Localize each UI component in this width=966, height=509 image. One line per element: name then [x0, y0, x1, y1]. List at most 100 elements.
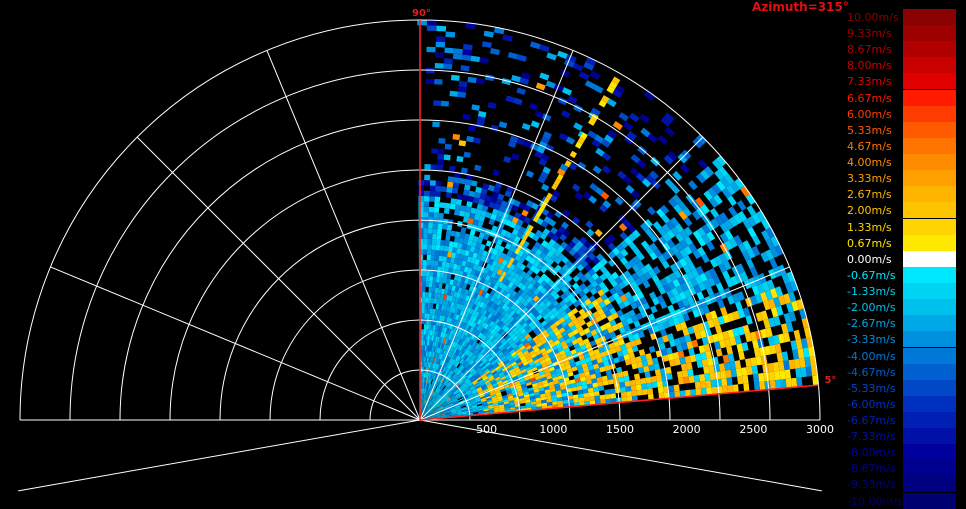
velocity-cell	[716, 379, 722, 387]
velocity-cell	[658, 387, 664, 394]
velocity-cell	[426, 281, 430, 287]
velocity-cell	[436, 26, 446, 32]
velocity-cell	[444, 47, 453, 53]
velocity-cell	[442, 224, 447, 230]
velocity-cell	[436, 181, 442, 187]
velocity-cell	[457, 92, 466, 98]
velocity-cell	[715, 325, 722, 334]
range-tick-label: 1000	[539, 423, 567, 436]
velocity-cell	[604, 389, 610, 394]
velocity-cell	[427, 314, 430, 320]
velocity-cell	[457, 194, 463, 200]
velocity-cell	[423, 345, 425, 350]
velocity-cell	[688, 348, 695, 356]
velocity-cell	[511, 153, 519, 160]
velocity-cell	[422, 313, 425, 318]
velocity-cell	[460, 65, 469, 71]
velocity-cell	[424, 175, 430, 181]
velocity-cell	[471, 104, 480, 111]
velocity-cell	[490, 48, 500, 55]
velocity-cell	[471, 180, 478, 187]
velocity-cell	[461, 167, 468, 173]
velocity-cell	[446, 187, 452, 193]
velocity-cell	[427, 20, 437, 26]
velocity-cell	[541, 184, 549, 192]
velocity-cell	[619, 112, 629, 121]
velocity-cell	[610, 388, 616, 393]
velocity-cell	[432, 282, 436, 288]
velocity-cell	[716, 348, 723, 356]
velocity-cell	[435, 186, 441, 192]
velocity-cell	[424, 313, 427, 318]
velocity-cell	[446, 230, 451, 236]
velocity-cell	[470, 56, 480, 63]
velocity-cell	[424, 201, 429, 206]
velocity-cell	[448, 176, 455, 182]
velocity-cell	[431, 255, 435, 261]
velocity-cell	[429, 191, 435, 197]
velocity-cell	[462, 54, 472, 60]
velocity-cell	[429, 282, 433, 288]
velocity-cell	[479, 57, 489, 64]
velocity-cell	[428, 233, 433, 239]
velocity-cell	[745, 315, 753, 325]
velocity-cell	[453, 54, 462, 60]
velocity-cell	[425, 292, 428, 297]
velocity-cell	[431, 298, 434, 304]
velocity-cell	[426, 260, 430, 266]
velocity-cell	[436, 239, 441, 245]
azimuth-spoke	[50, 267, 420, 420]
velocity-cell	[422, 276, 426, 281]
velocity-cell	[573, 394, 579, 399]
velocity-cell	[433, 100, 441, 106]
velocity-cell	[674, 385, 680, 392]
velocity-cell	[427, 244, 432, 250]
velocity-cell	[642, 389, 648, 395]
velocity-cell	[737, 200, 747, 211]
velocity-cell	[430, 303, 433, 309]
velocity-cell	[770, 380, 776, 389]
velocity-cell	[506, 95, 515, 102]
velocity-cell	[689, 376, 695, 383]
velocity-cell	[758, 373, 764, 382]
velocity-cell	[447, 225, 453, 231]
velocity-cell	[422, 297, 425, 302]
velocity-cell	[455, 204, 461, 210]
velocity-cell	[721, 378, 727, 386]
velocity-cell	[680, 163, 690, 173]
velocity-cell	[579, 398, 585, 403]
sector-start-label: 5°	[824, 375, 836, 386]
velocity-cell	[508, 52, 518, 59]
velocity-cell	[625, 386, 631, 392]
velocity-cell	[476, 78, 485, 85]
velocity-cell	[461, 227, 467, 233]
velocity-cell	[738, 351, 745, 360]
velocity-cell	[456, 199, 462, 205]
velocity-cell	[737, 376, 743, 384]
velocity-cell	[438, 138, 445, 144]
velocity-cell	[422, 287, 425, 292]
velocity-cell	[417, 20, 427, 25]
velocity-cell	[658, 135, 668, 145]
velocity-cell	[423, 335, 425, 340]
velocity-cell	[463, 189, 470, 195]
velocity-cell	[433, 223, 438, 229]
velocity-cell	[424, 319, 427, 324]
velocity-cell	[426, 68, 435, 74]
velocity-cell	[584, 397, 590, 402]
velocity-cell	[754, 382, 760, 391]
velocity-cell	[579, 71, 590, 80]
velocity-cell	[421, 329, 423, 334]
velocity-cell	[733, 384, 739, 392]
velocity-cell	[432, 287, 436, 293]
velocity-cell	[440, 240, 445, 246]
velocity-cell	[588, 392, 594, 397]
velocity-cell	[424, 324, 427, 329]
velocity-cell	[466, 136, 474, 142]
velocity-cell	[437, 165, 444, 171]
velocity-cell	[785, 369, 791, 379]
velocity-cell	[474, 165, 481, 172]
velocity-cell	[422, 281, 425, 286]
velocity-cell	[432, 239, 437, 245]
